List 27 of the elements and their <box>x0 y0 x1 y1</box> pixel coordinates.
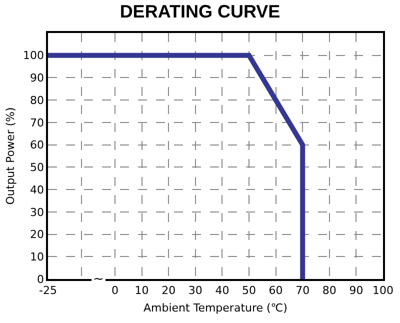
y-axis-title: Output Power (%) <box>4 107 18 205</box>
y-tick-label: 10 <box>30 250 44 264</box>
x-tick-label: 60 <box>268 284 283 297</box>
y-tick-label: 80 <box>30 94 44 107</box>
x-tick-label: -25 <box>39 284 57 297</box>
x-axis-title: Ambient Temperature (℃) <box>144 302 288 315</box>
x-tick-label: 0 <box>112 284 118 297</box>
y-tick-label: 90 <box>30 72 44 85</box>
x-tick-label: 70 <box>296 284 310 297</box>
x-tick-label: 20 <box>162 284 176 297</box>
y-tick-label: 40 <box>30 183 44 196</box>
x-tick-label: 40 <box>215 284 230 297</box>
y-tick-label: 100 <box>23 49 44 62</box>
x-tick-label: 80 <box>322 284 336 297</box>
y-tick-label: 70 <box>30 116 44 130</box>
x-tick-label: 100 <box>372 284 394 297</box>
y-tick-label: 0 <box>37 272 44 286</box>
y-tick-label: 20 <box>30 228 44 242</box>
x-tick-label: 30 <box>188 284 202 297</box>
chart-title: DERATING CURVE <box>120 1 280 22</box>
x-tick-label: 10 <box>134 284 149 297</box>
annotation: ~ <box>93 272 104 287</box>
y-tick-label: 50 <box>30 161 44 174</box>
x-tick-label: 90 <box>349 284 364 297</box>
y-tick-label: 30 <box>30 206 44 219</box>
x-tick-label: 50 <box>242 284 256 297</box>
y-tick-label: 60 <box>30 138 44 152</box>
